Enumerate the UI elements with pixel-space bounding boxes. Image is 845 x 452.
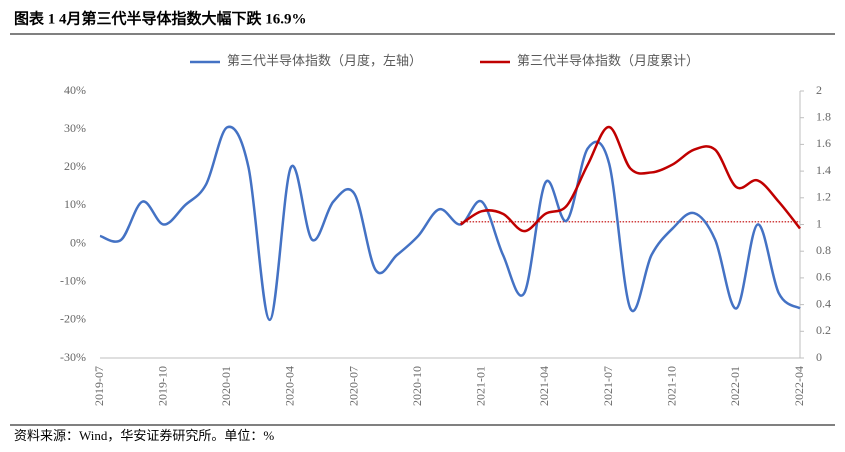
y2-tick-label: 1.6 xyxy=(816,136,831,150)
x-tick-label: 2020-04 xyxy=(283,366,297,406)
legend-label: 第三代半导体指数（月度，左轴） xyxy=(227,53,422,68)
y-tick-label: 40% xyxy=(64,83,86,97)
y2-tick-label: 0.8 xyxy=(816,243,831,257)
x-tick-label: 2020-07 xyxy=(346,366,360,406)
y2-tick-label: 1.2 xyxy=(816,190,831,204)
x-tick-label: 2019-10 xyxy=(155,366,169,406)
x-tick-label: 2021-10 xyxy=(664,366,678,406)
y-tick-label: 30% xyxy=(64,121,86,135)
y2-tick-label: 1.8 xyxy=(816,109,831,123)
x-tick-label: 2022-04 xyxy=(792,366,806,406)
y2-tick-label: 0 xyxy=(816,350,822,364)
y-tick-label: -10% xyxy=(60,273,86,287)
x-tick-label: 2020-10 xyxy=(410,366,424,406)
y2-tick-label: 0.4 xyxy=(816,296,831,310)
y-tick-label: -20% xyxy=(60,312,86,326)
x-tick-label: 2022-01 xyxy=(728,366,742,406)
y-tick-label: 0% xyxy=(70,235,86,249)
y2-tick-label: 0.2 xyxy=(816,323,831,337)
series-line xyxy=(99,125,801,322)
x-tick-label: 2021-07 xyxy=(601,366,615,406)
series-line xyxy=(459,125,801,233)
source-note: 资料来源：Wind，华安证券研究所。单位：% xyxy=(14,428,274,443)
x-tick-label: 2019-07 xyxy=(92,366,106,406)
x-tick-label: 2021-04 xyxy=(537,366,551,406)
y2-tick-label: 1.4 xyxy=(816,163,831,177)
y-tick-label: -30% xyxy=(60,350,86,364)
y2-tick-label: 1 xyxy=(816,216,822,230)
y-tick-label: 20% xyxy=(64,159,86,173)
y2-tick-label: 0.6 xyxy=(816,270,831,284)
x-tick-label: 2020-01 xyxy=(219,366,233,406)
legend-label: 第三代半导体指数（月度累计） xyxy=(517,53,699,68)
x-tick-label: 2021-01 xyxy=(474,366,488,406)
chart-title: 图表 1 4月第三代半导体指数大幅下跌 16.9% xyxy=(14,9,307,27)
y-tick-label: 10% xyxy=(64,197,86,211)
y2-tick-label: 2 xyxy=(816,83,822,97)
